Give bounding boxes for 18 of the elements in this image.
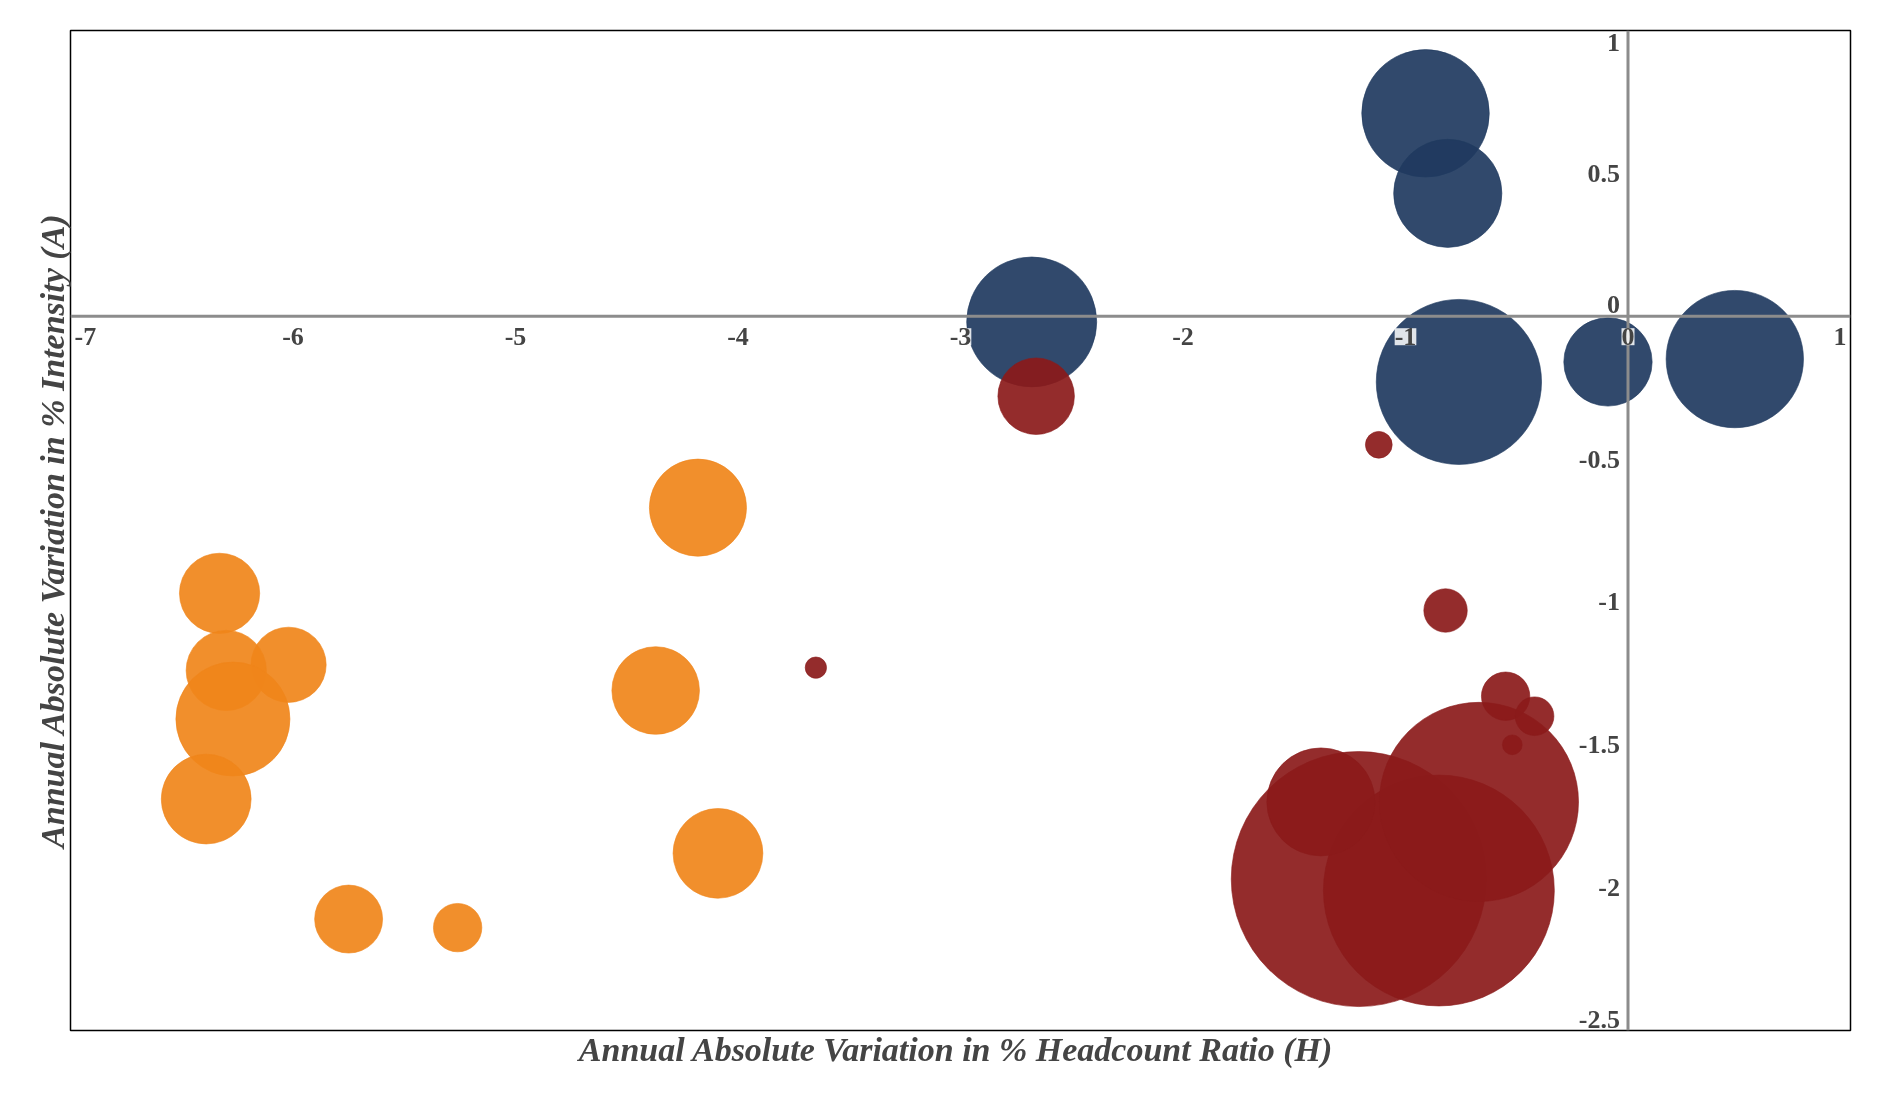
x-tick-label: -2 bbox=[1172, 322, 1194, 352]
x-axis-title: Annual Absolute Variation in % Headcount Ratio (H) bbox=[576, 1030, 1333, 1069]
y-tick-label: -1 bbox=[1598, 587, 1621, 617]
y-tick-label: -2 bbox=[1598, 873, 1621, 903]
y-tick-label: 1 bbox=[1607, 27, 1620, 57]
x-tick-label: -6 bbox=[282, 322, 304, 352]
y-tick-label: 0.5 bbox=[1587, 158, 1620, 188]
x-tick-label: 1 bbox=[1833, 322, 1847, 352]
y-tick-label: -1.5 bbox=[1578, 730, 1621, 760]
y-tick-label: -2.5 bbox=[1578, 1004, 1621, 1034]
y-axis-title: Annual Absolute Variation in % Intensity (A) bbox=[33, 214, 72, 850]
x-tick-label: -4 bbox=[727, 322, 749, 352]
x-tick-label: -1 bbox=[1394, 322, 1417, 352]
x-tick-label: -5 bbox=[504, 322, 527, 352]
x-tick-label: -7 bbox=[74, 322, 97, 352]
y-tick-label: -0.5 bbox=[1578, 444, 1621, 474]
y-tick-label: 0 bbox=[1607, 290, 1620, 320]
x-tick-label: -3 bbox=[949, 322, 972, 352]
